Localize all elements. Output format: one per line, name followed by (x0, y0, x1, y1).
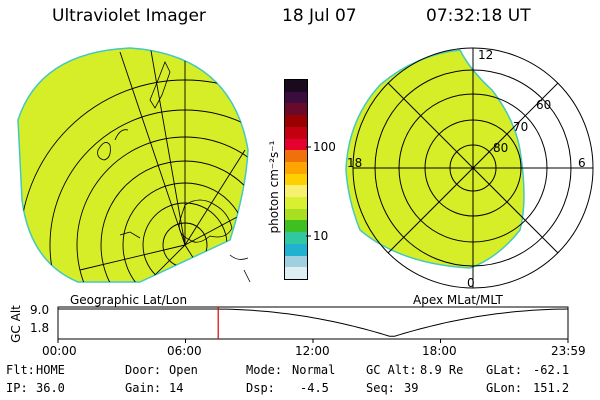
colorbar-unit-label: photon cm⁻²s⁻¹ (267, 140, 281, 234)
mlat-label-60: 60 (536, 98, 552, 112)
status-gain-label: Gain: (125, 381, 162, 395)
status-gcalt-label: GC Alt: (366, 363, 417, 377)
altitude-ytick-1.8: 1.8 (30, 321, 50, 335)
colorbar-segment (285, 232, 307, 244)
status-glon-label: GLon: (486, 381, 523, 395)
status-dsp-value: -4.5 (300, 381, 329, 395)
colorbar-segment (285, 208, 307, 221)
status-glon-value: 151.2 (533, 381, 570, 395)
altitude-xtick-2359: 23:59 (551, 344, 586, 358)
mlat-label-70: 70 (513, 120, 529, 134)
colorbar-tick-10: 10 (313, 229, 329, 243)
colorbar-segment (285, 197, 307, 209)
status-ip-label: IP: (6, 381, 28, 395)
status-seq-value: 39 (404, 381, 419, 395)
magnetic-uv-image (345, 49, 525, 269)
colorbar-segment (285, 161, 307, 174)
observation-time: 07:32:18 UT (426, 6, 531, 26)
colorbar-segment (285, 138, 307, 151)
status-gain-value: 14 (169, 381, 184, 395)
colorbar (284, 79, 308, 280)
colorbar-tick-100: 100 (313, 140, 336, 154)
altitude-xtick-0600: 06:00 (167, 344, 202, 358)
earth-disk (17, 47, 249, 283)
colorbar-segment (285, 80, 307, 92)
colorbar-segment (285, 243, 307, 256)
colorbar-ticks (306, 146, 311, 237)
colorbar-segment (285, 126, 307, 139)
mlt-label-6: 6 (578, 156, 586, 170)
apex-mlat-mlt-plot (345, 47, 594, 289)
mlt-label-18: 18 (347, 156, 363, 170)
colorbar-segment (285, 185, 307, 198)
altitude-curve (58, 308, 569, 337)
geographic-caption: Geographic Lat/Lon (70, 293, 188, 307)
status-dsp-label: Dsp: (246, 381, 275, 395)
mlat-label-80: 80 (493, 141, 509, 155)
instrument-title: Ultraviolet Imager (52, 6, 206, 26)
gc-altitude-plot (57, 306, 569, 343)
status-gcalt-value: 8.9 Re (420, 363, 464, 377)
status-glat-value: -62.1 (533, 363, 570, 377)
altitude-ylabel: GC Alt (9, 305, 23, 343)
observation-date: 18 Jul 07 (282, 6, 357, 26)
status-ip-value: 36.0 (36, 381, 65, 395)
apex-caption: Apex MLat/MLT (413, 293, 503, 307)
colorbar-segment (285, 103, 307, 116)
colorbar-segment (285, 173, 307, 186)
status-door-value: Open (169, 363, 198, 377)
altitude-xtick-1800: 18:00 (422, 344, 457, 358)
altitude-xtick-1200: 12:00 (295, 344, 330, 358)
colorbar-segment (285, 115, 307, 127)
colorbar-segment (285, 91, 307, 104)
status-seq-label: Seq: (366, 381, 395, 395)
status-flt-label: Flt: (6, 363, 35, 377)
colorbar-segment (285, 255, 307, 268)
status-flt-value: HOME (36, 363, 65, 377)
colorbar-segment (285, 267, 307, 279)
status-door-label: Door: (125, 363, 162, 377)
geographic-uv-image (17, 47, 251, 283)
mlt-label-12: 12 (478, 48, 494, 62)
mlt-label-0: 0 (467, 276, 475, 290)
colorbar-segment (285, 150, 307, 162)
altitude-plot-frame (57, 306, 569, 340)
colorbar-segment (285, 220, 307, 233)
status-mode-value: Normal (292, 363, 336, 377)
status-mode-label: Mode: (246, 363, 283, 377)
status-glat-label: GLat: (486, 363, 523, 377)
altitude-xtick-0000: 00:00 (42, 344, 77, 358)
altitude-ytick-9: 9.0 (30, 303, 50, 317)
